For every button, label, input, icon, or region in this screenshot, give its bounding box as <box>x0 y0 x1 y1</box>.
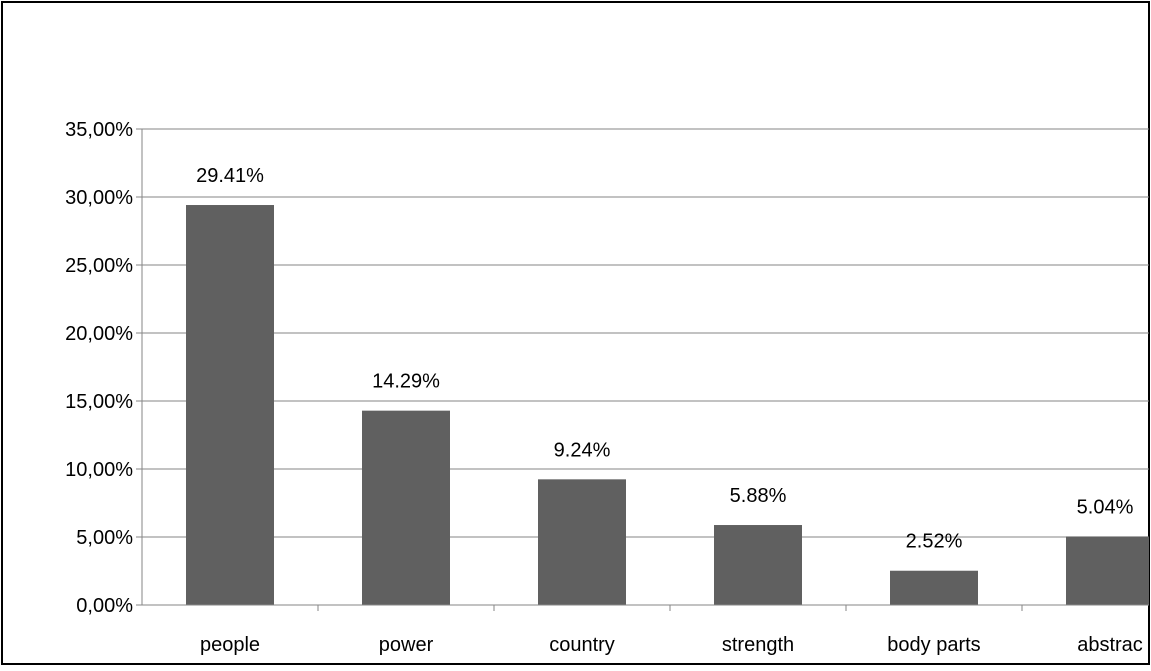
y-tick-label: 15,00% <box>65 391 133 413</box>
bar <box>890 570 978 605</box>
axes <box>136 128 1149 611</box>
y-tick-label: 30,00% <box>65 187 133 209</box>
x-category-label: people <box>200 634 260 656</box>
y-tick-label: 25,00% <box>65 255 133 277</box>
x-category-label: power <box>379 634 434 656</box>
y-tick-label: 20,00% <box>65 323 133 345</box>
data-label: 14.29% <box>372 371 440 393</box>
y-tick-label: 10,00% <box>65 459 133 481</box>
labels: 0,00% 5,00% 10,00% 15,00% 20,00% 25,00% 30,00%… <box>65 119 1143 656</box>
gridlines <box>142 128 1149 538</box>
x-category-label: body parts <box>887 634 980 656</box>
bar <box>1066 536 1149 605</box>
data-label: 5.88% <box>730 485 787 507</box>
bar <box>362 410 450 605</box>
y-tick-label: 35,00% <box>65 119 133 141</box>
y-tick-label: 5,00% <box>76 527 133 549</box>
bar <box>186 205 274 606</box>
y-tick-label: 0,00% <box>76 595 133 617</box>
x-category-label: country <box>549 634 615 656</box>
data-label: 29.41% <box>196 165 264 187</box>
bars <box>186 205 1149 606</box>
data-label: 5.04% <box>1077 496 1134 518</box>
bar <box>714 525 802 605</box>
x-category-label: strength <box>722 634 794 656</box>
x-category-label: abstrac <box>1077 634 1143 656</box>
data-label: 2.52% <box>906 531 963 553</box>
bar <box>538 479 626 605</box>
data-label: 9.24% <box>554 439 611 461</box>
